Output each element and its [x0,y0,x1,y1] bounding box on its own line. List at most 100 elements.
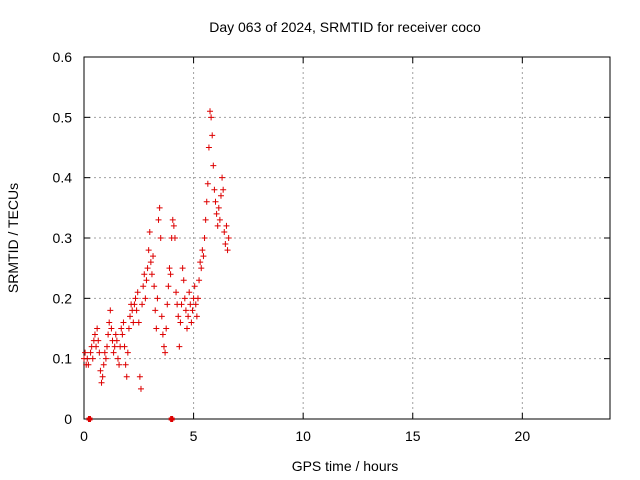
data-point [155,216,162,223]
data-points [81,108,232,422]
data-point [99,373,106,380]
data-point [176,343,183,350]
data-point [220,186,227,193]
data-point [87,349,94,356]
data-point [119,331,126,338]
data-point [123,373,130,380]
data-point [189,307,196,314]
y-tick-label: 0.5 [53,109,73,125]
data-point [164,301,171,308]
data-point [97,367,104,374]
data-point [213,210,220,217]
data-point [108,325,115,332]
data-point [135,319,142,326]
data-point [188,319,195,326]
data-point [132,295,139,302]
data-point [175,313,182,320]
data-point [185,313,192,320]
data-point [222,241,229,248]
x-axis-label: GPS time / hours [292,458,399,474]
data-point [182,307,189,314]
data-point [95,337,102,344]
data-point [200,253,207,260]
data-point [141,271,148,278]
data-point [136,373,143,380]
data-point [215,204,222,211]
data-point [143,277,150,284]
data-point [139,301,146,308]
x-tick-label: 10 [295,428,311,444]
data-point [219,174,226,181]
data-point [147,259,154,266]
data-point [144,265,151,272]
data-point [89,355,96,362]
y-tick-label: 0.6 [53,49,73,65]
data-point [208,114,215,121]
data-point [98,379,105,386]
data-point [210,162,217,169]
data-point [94,325,101,332]
data-point [93,343,100,350]
data-point [124,349,131,356]
data-point [207,108,214,115]
data-point [127,313,134,320]
data-point [91,331,98,338]
data-point [191,283,198,290]
data-point [154,295,161,302]
data-point [224,247,231,254]
data-point [159,331,166,338]
x-tick-label: 15 [405,428,421,444]
data-point [110,349,117,356]
data-point [131,301,138,308]
data-point [140,283,147,290]
y-tick-label: 0.2 [53,290,73,306]
data-point [225,235,232,241]
data-point [158,313,165,320]
data-point [82,349,89,356]
data-point [186,289,193,296]
data-point [130,319,137,326]
grid-lines [84,57,610,419]
data-point [104,343,111,350]
data-point [163,325,170,332]
data-point [121,343,128,350]
data-point [178,301,185,308]
data-point [106,319,113,326]
chart-title: Day 063 of 2024, SRMTID for receiver coc… [209,19,481,35]
data-point [209,132,216,139]
data-point [192,301,199,308]
data-point [137,385,144,392]
data-point [148,271,155,278]
data-point [166,265,173,272]
data-point [217,192,224,199]
data-point [214,222,221,229]
data-point [199,247,206,254]
data-point [111,343,118,350]
data-point [216,216,223,223]
y-tick-label: 0.4 [53,170,73,186]
y-tick-label: 0.3 [53,230,73,246]
data-point [113,337,120,344]
data-point [204,180,211,187]
data-point [112,331,119,338]
data-point [181,295,188,302]
data-point [145,247,152,254]
y-axis-label: SRMTID / TECUs [5,183,21,293]
data-point [168,416,175,422]
data-point [102,355,109,362]
x-tick-label: 20 [515,428,531,444]
data-point [133,307,140,314]
data-point [156,204,163,211]
data-point [223,222,230,229]
data-point [120,319,127,326]
data-point [116,361,123,368]
data-point [205,144,212,151]
data-point [179,265,186,272]
data-point [180,277,187,284]
data-point [169,216,176,223]
data-point [100,361,107,368]
data-point [125,325,132,332]
data-point [212,198,219,205]
data-point [122,361,129,368]
